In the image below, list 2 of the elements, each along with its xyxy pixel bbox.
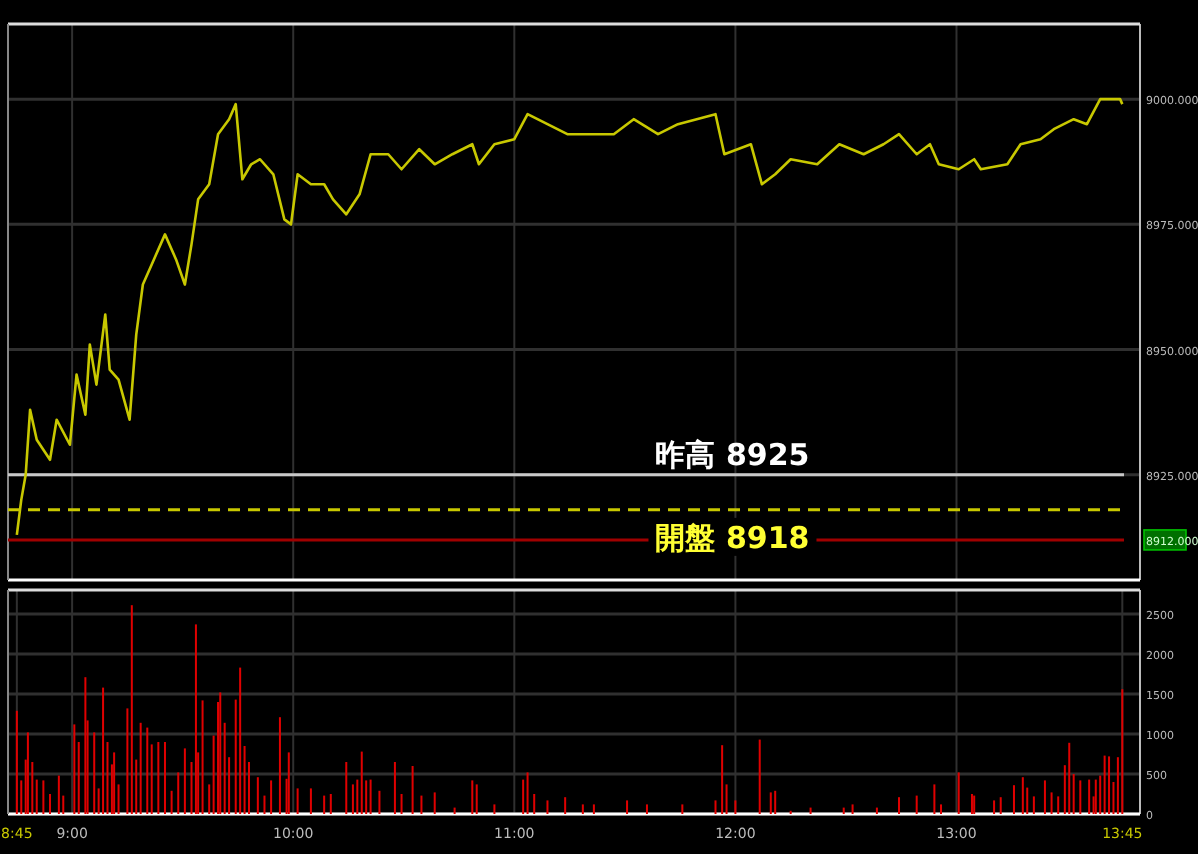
ref-line-label: 開盤 8918 bbox=[655, 519, 810, 556]
ref-line-label: 昨高 8925 bbox=[655, 436, 810, 473]
